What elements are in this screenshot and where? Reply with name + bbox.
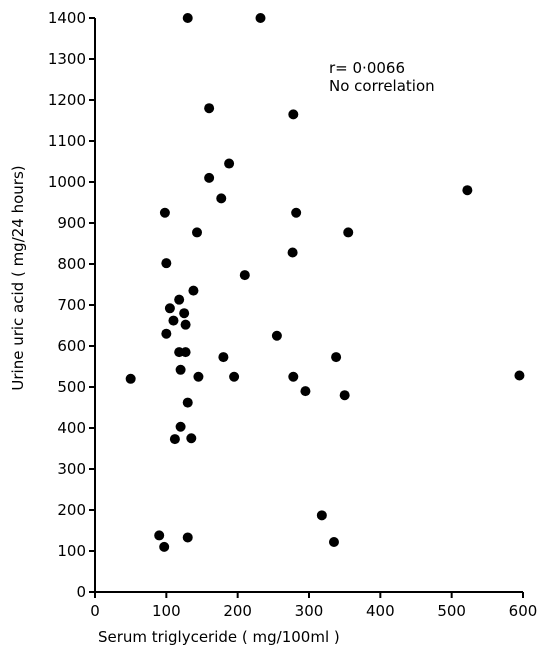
y-tick-label: 400 [57,419,86,437]
data-point [125,373,136,384]
y-tick-label: 300 [57,460,86,478]
data-point [180,347,191,358]
data-point [182,397,193,408]
data-point [229,371,240,382]
data-point [154,530,165,541]
y-tick-label: 600 [57,337,86,355]
data-point [174,294,185,305]
y-axis-title: Urine uric acid ( mg/24 hours) [9,165,27,390]
x-tick-label: 200 [223,602,252,620]
y-tick-label: 1300 [48,50,86,68]
x-axis-title: Serum triglyceride ( mg/100ml ) [98,628,340,646]
data-point [300,386,311,397]
data-point [287,247,298,258]
y-tick-label: 500 [57,378,86,396]
x-tick-label: 0 [90,602,100,620]
data-points [125,13,525,552]
x-tick-label: 100 [152,602,181,620]
x-tick-label: 300 [295,602,324,620]
data-point [255,13,266,23]
data-point [182,13,193,23]
y-tick-label: 800 [57,255,86,273]
y-tick-label: 900 [57,214,86,232]
data-point [239,270,250,281]
y-tick-label: 700 [57,296,86,314]
data-point [164,303,175,314]
y-axis-ticks: 0 100 200 300 400 500 600 700 800 900 1000 1100 1200… [48,9,95,601]
data-point [339,390,350,401]
data-point [462,185,473,196]
data-point [204,103,215,114]
data-point [161,258,172,269]
x-tick-label: 400 [366,602,395,620]
data-point [192,227,203,238]
axes [94,18,523,593]
data-point [179,308,190,319]
y-tick-label: 0 [76,583,86,601]
x-tick-label: 500 [437,602,466,620]
data-point [175,364,186,375]
data-point [159,207,170,218]
x-tick-label: 600 [509,602,538,620]
data-point [271,330,282,341]
correlation-annotation: r= 0·0066 [329,59,405,77]
data-point [218,352,229,363]
data-point [204,172,215,183]
data-point [328,536,339,547]
data-point [291,207,302,218]
y-tick-label: 1200 [48,91,86,109]
no-correlation-annotation: No correlation [329,77,435,95]
data-point [159,541,170,552]
data-point [161,328,172,339]
data-point [331,352,342,363]
data-point [193,371,204,382]
data-point [182,532,193,543]
data-point [316,510,327,521]
data-point [288,109,299,120]
data-point [169,434,180,445]
y-tick-label: 1400 [48,9,86,27]
axis-frame [94,18,523,593]
x-axis-ticks: 0 100 200 300 400 500 600 [90,592,537,620]
y-tick-label: 100 [57,542,86,560]
data-point [343,227,354,238]
data-point [175,421,186,432]
data-point [224,158,235,169]
y-tick-label: 1000 [48,173,86,191]
data-point [186,433,197,444]
data-point [180,319,191,330]
data-point [216,193,227,204]
y-tick-label: 200 [57,501,86,519]
data-point [168,315,179,326]
data-point [188,285,199,296]
y-tick-label: 1100 [48,132,86,150]
data-point [288,371,299,382]
data-point [514,370,525,381]
